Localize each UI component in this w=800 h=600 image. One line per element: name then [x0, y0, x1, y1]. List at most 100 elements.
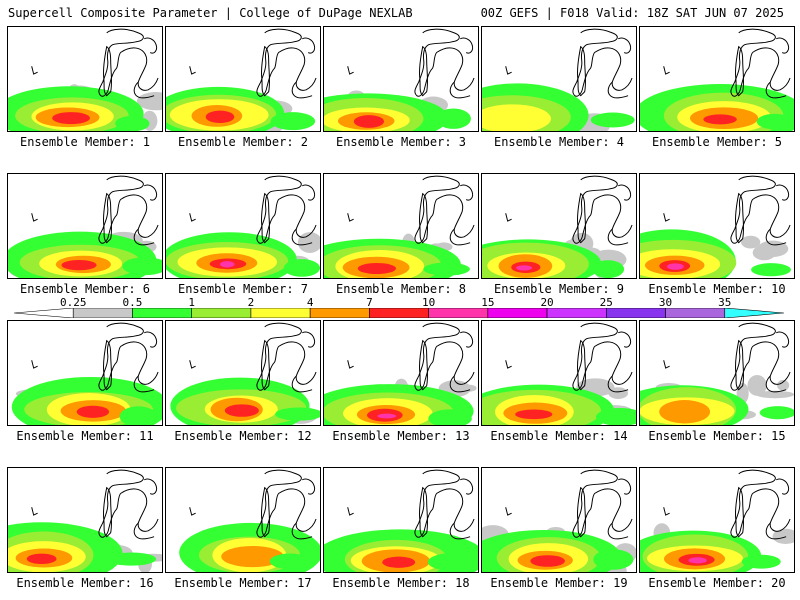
ensemble-map-panel [165, 320, 321, 426]
scp-contour-fill [659, 400, 711, 424]
ensemble-map-panel [323, 173, 479, 279]
scp-contour-fill [428, 409, 472, 425]
scp-contour-fill [772, 528, 794, 544]
shoreline-fragment [505, 213, 512, 222]
shoreline-fragment [347, 360, 354, 369]
scp-map [8, 175, 162, 278]
ensemble-map-panel [7, 173, 163, 279]
scp-contour-fill [221, 546, 284, 568]
panel-label: Ensemble Member: 8 [335, 282, 467, 296]
panel-label: Ensemble Member: 5 [651, 135, 783, 149]
scp-contour-fill [269, 553, 311, 570]
ensemble-map-panel [165, 467, 321, 573]
great-lakes-outline [730, 28, 791, 99]
shoreline-fragment [189, 213, 196, 222]
great-lakes-outline [572, 28, 633, 99]
scp-contour-fill [530, 555, 565, 567]
great-lakes-outline [98, 322, 159, 393]
ensemble-map-panel [7, 26, 163, 132]
great-lakes-outline [98, 469, 159, 540]
lake-michigan-outline [261, 486, 271, 538]
ensemble-map-panel [481, 173, 637, 279]
great-lakes-outline [730, 469, 791, 540]
scp-contour-fill [755, 390, 794, 399]
great-lakes-outline [572, 469, 633, 540]
scp-map [166, 28, 317, 131]
panel-label: Ensemble Member: 11 [16, 429, 154, 443]
panel-label: Ensemble Member: 15 [648, 429, 786, 443]
scp-contour-fill [608, 387, 629, 399]
shoreline-fragment [347, 213, 354, 222]
scp-contour-fill [741, 235, 761, 249]
run-valid-time: 00Z GEFS | F018 Valid: 18Z SAT JUN 07 20… [480, 6, 784, 20]
panel-label: Ensemble Member: 18 [332, 576, 470, 590]
colorbar-tick-label: 1 [188, 296, 195, 309]
lake-michigan-outline [419, 192, 429, 244]
scp-map [482, 469, 636, 572]
lake-michigan-outline [735, 45, 745, 97]
panel-label: Ensemble Member: 13 [332, 429, 470, 443]
panel-label: Ensemble Member: 20 [648, 576, 786, 590]
scp-contour-fill [119, 406, 158, 425]
panel-label: Ensemble Member: 4 [493, 135, 625, 149]
colorbar-swatch [606, 308, 666, 318]
scp-contour-fill [357, 263, 397, 275]
scp-contour-fill [590, 112, 635, 128]
scp-contour-fill [219, 261, 235, 268]
colorbar-swatch [250, 308, 311, 318]
scp-contour-fill [741, 554, 781, 569]
great-lakes-outline [256, 469, 317, 540]
scp-map [324, 175, 475, 278]
great-lakes-outline [414, 28, 475, 99]
ensemble-map-panel [165, 26, 321, 132]
scp-contour-fill [275, 407, 320, 421]
shoreline-fragment [31, 360, 38, 369]
scp-map [482, 322, 636, 425]
ensemble-map-panel [323, 467, 479, 573]
ensemble-map-panel [481, 320, 637, 426]
chart-title: Supercell Composite Parameter | College … [8, 6, 413, 20]
scp-map [166, 175, 320, 278]
scp-map [324, 469, 478, 572]
panel-label: Ensemble Member: 19 [490, 576, 628, 590]
colorbar-tick-label: 20 [540, 296, 554, 309]
lake-michigan-outline [103, 192, 113, 244]
scp-contour-fill [777, 379, 790, 391]
lake-michigan-outline [419, 486, 429, 538]
colorbar-tick-label: 35 [718, 296, 732, 309]
scp-contour-fill [435, 108, 471, 129]
shoreline-fragment [189, 507, 196, 516]
great-lakes-outline [414, 175, 475, 246]
scp-contour-fill [423, 262, 470, 276]
lake-michigan-outline [419, 339, 429, 391]
scp-contour-fill [751, 263, 791, 277]
scp-contour-fill [224, 404, 259, 417]
ensemble-map-panel [323, 320, 479, 426]
ensemble-map-panel [639, 467, 795, 573]
ensemble-map-panel [7, 467, 163, 573]
scp-contour-fill [747, 374, 767, 396]
colorbar-swatch [72, 308, 133, 318]
colorbar-tick-label: 25 [599, 296, 613, 309]
scp-contour-fill [107, 552, 157, 566]
lake-michigan-outline [103, 486, 113, 538]
great-lakes-outline [256, 175, 317, 246]
shoreline-fragment [189, 66, 196, 75]
panel-label: Ensemble Member: 16 [16, 576, 154, 590]
great-lakes-outline [98, 175, 159, 246]
ensemble-map-panel [481, 26, 637, 132]
lake-michigan-outline [735, 192, 745, 244]
color-scale-bar [14, 308, 784, 318]
colorbar-tick-label: 0.5 [122, 296, 143, 309]
ensemble-map-panel [639, 173, 795, 279]
great-lakes-outline [414, 469, 475, 540]
shoreline-fragment [663, 360, 670, 369]
lake-michigan-outline [419, 45, 429, 97]
colorbar-swatch [191, 308, 252, 318]
scp-map [482, 175, 633, 278]
scp-map [8, 28, 162, 131]
colorbar-tick-label: 0.25 [59, 296, 87, 309]
scp-contour-fill [61, 259, 97, 271]
colorbar-tick-label: 4 [306, 296, 314, 309]
colorbar-swatch [546, 308, 607, 318]
